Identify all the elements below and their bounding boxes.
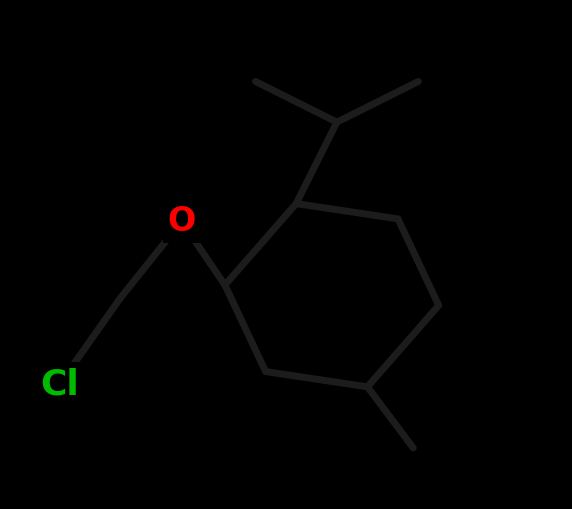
Text: Cl: Cl: [40, 367, 79, 401]
Text: O: O: [168, 205, 196, 238]
